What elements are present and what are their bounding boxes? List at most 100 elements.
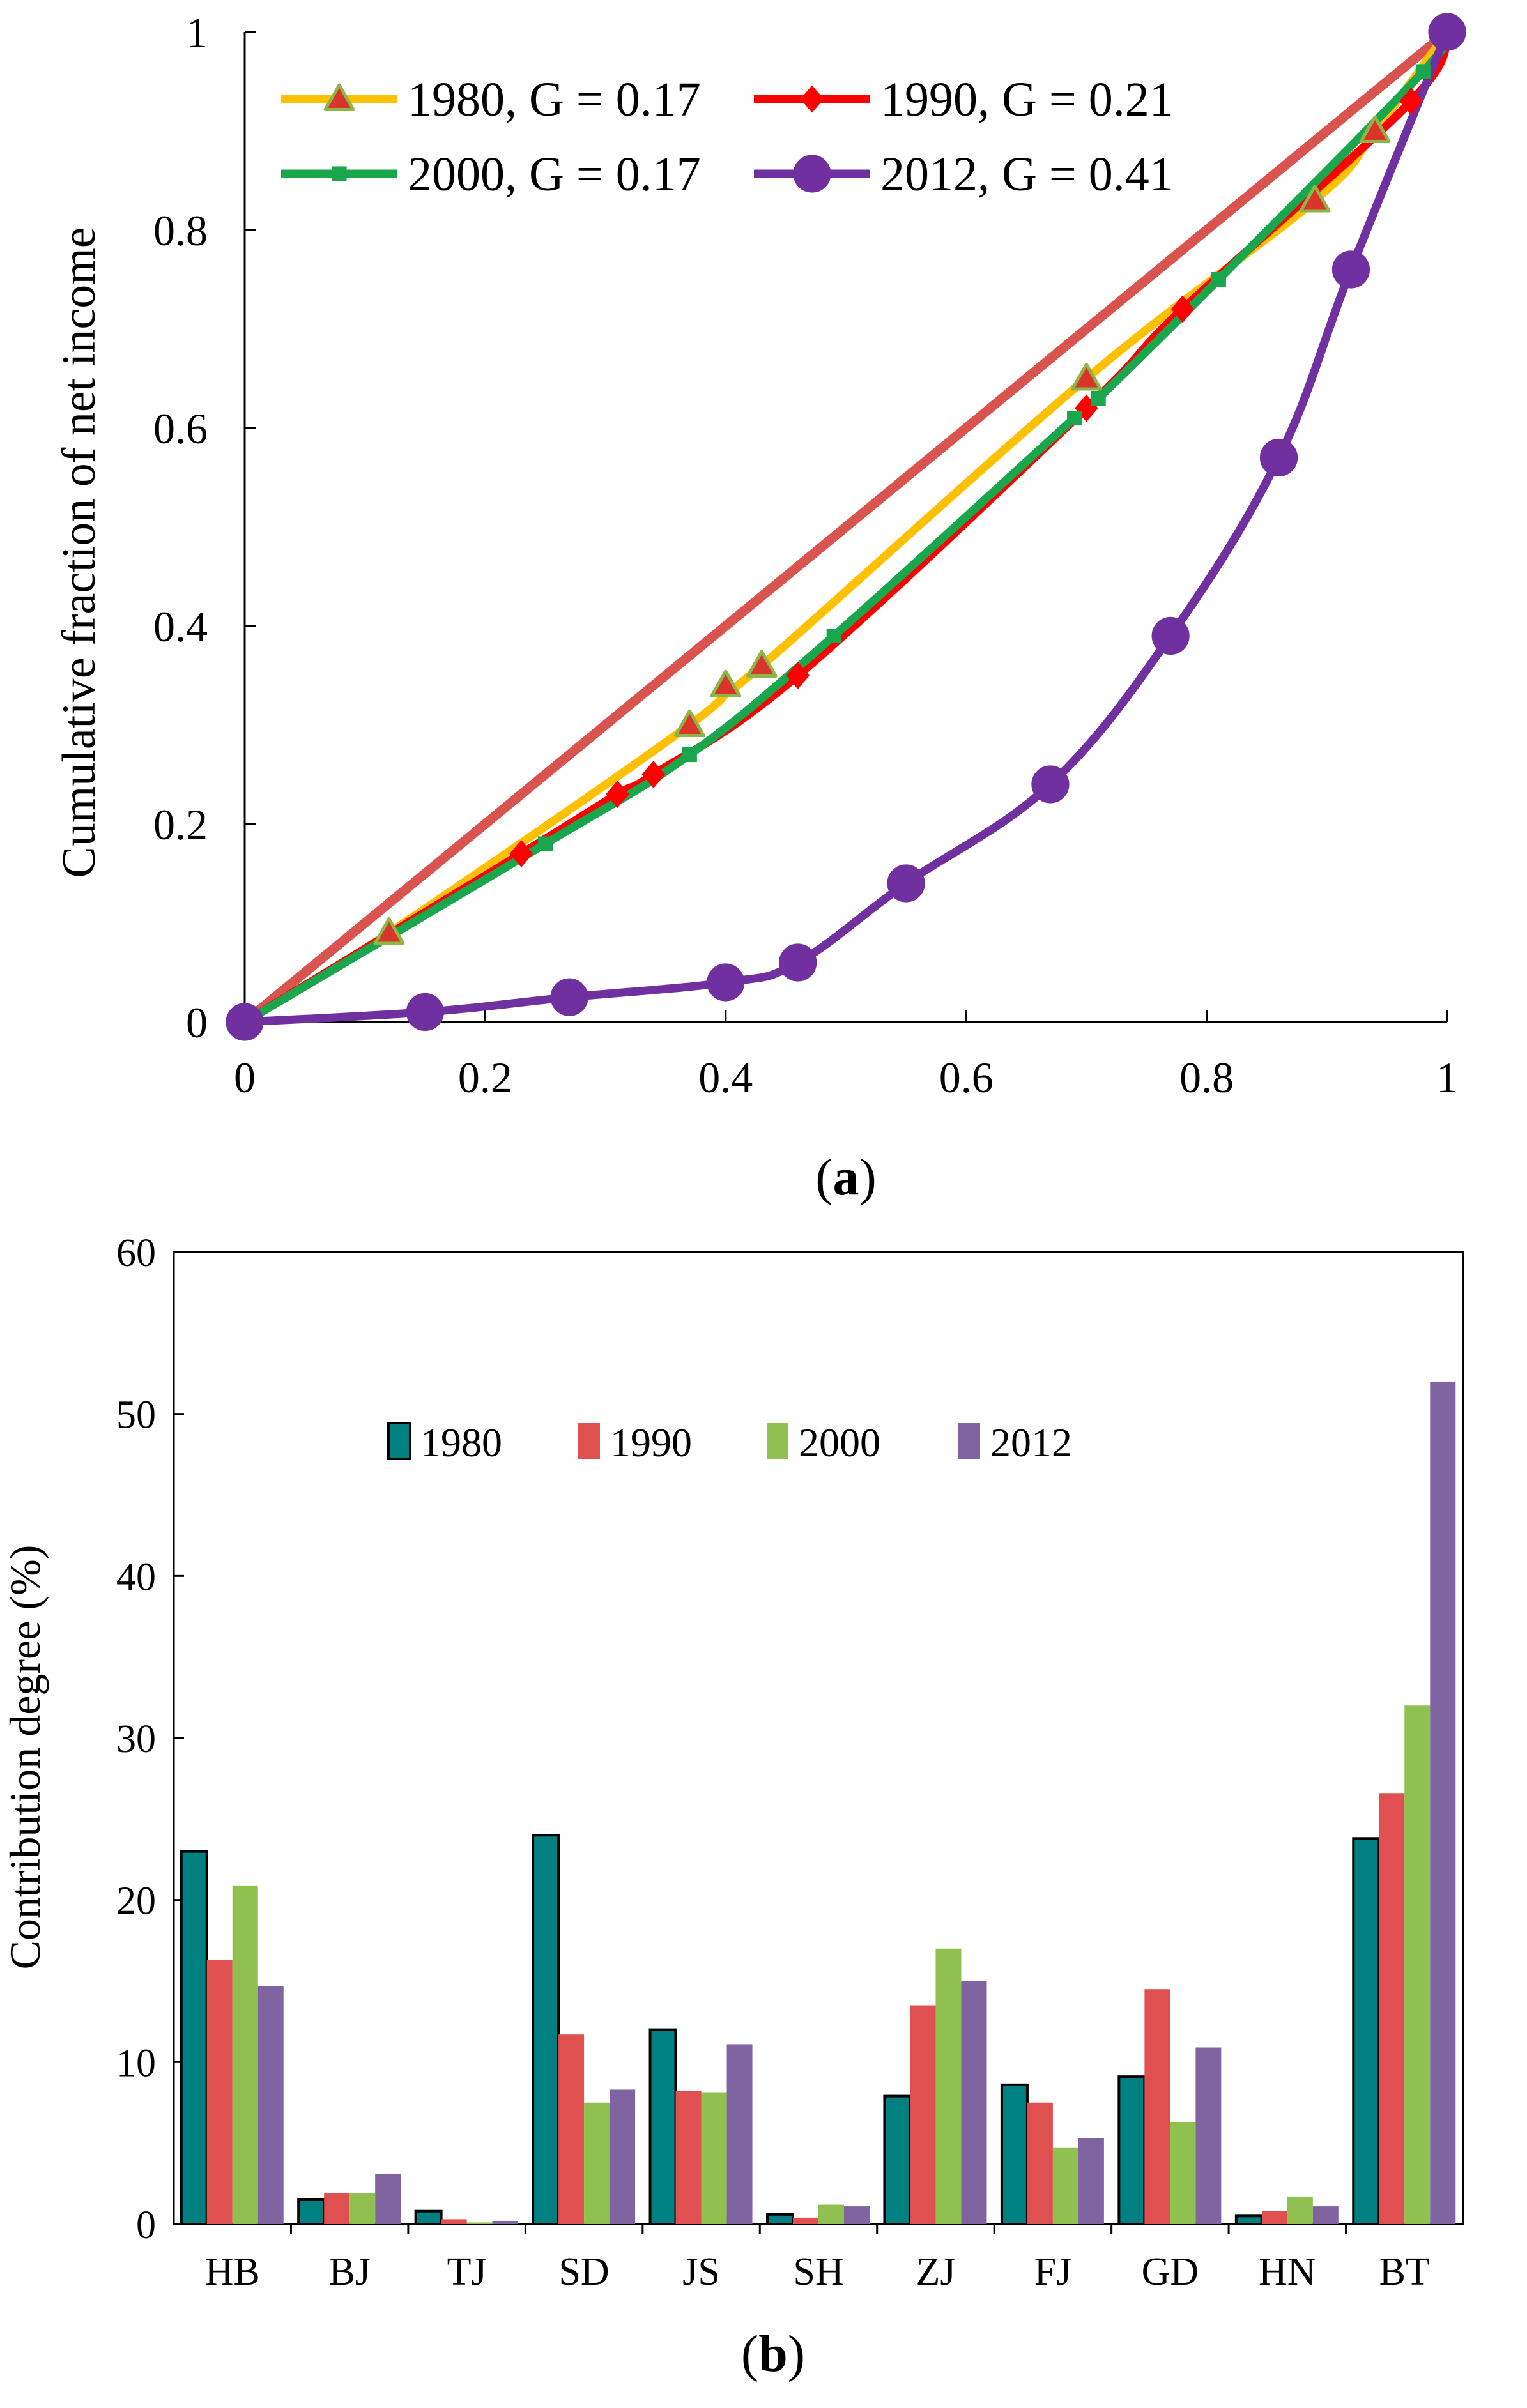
panel-b-bar-chart: 0 10 20 30 40 50 60 HB BJ TJ SD JS SH ZJ FJ GD HN BT 1980… [1, 1231, 1464, 2382]
data-point-triangle [1359, 115, 1391, 143]
bar-1980-HB [180, 1850, 208, 2225]
data-point-diamond [1170, 295, 1195, 323]
legend-label-b: 1990 [610, 1420, 692, 1465]
x-tick-label-b: ZJ [916, 2250, 955, 2294]
bar-1990-FJ [1027, 2102, 1053, 2224]
bar-2012-BT [1430, 1381, 1456, 2224]
panel-label-a-letter: a [833, 1148, 859, 1206]
bar-1990-HN [1261, 2211, 1287, 2224]
bar-1980-HN [1234, 2214, 1263, 2225]
data-point-circle [1428, 13, 1466, 51]
data-point-triangle [1070, 363, 1102, 391]
bar-2000-ZJ [935, 1948, 962, 2224]
bar-1990-SD [558, 2034, 585, 2224]
data-point-diamond [509, 839, 533, 868]
x-tick-label-b: HN [1259, 2250, 1316, 2294]
bar-2012-HB [257, 1986, 284, 2224]
bar-2012-SD [610, 2089, 636, 2224]
y-tick-label-a: 1 [186, 8, 208, 57]
y-tick-label-a: 0.2 [153, 800, 208, 849]
panel-label-b-letter: b [758, 2324, 788, 2382]
bar-2000-FJ [1052, 2147, 1078, 2224]
legend-label-b: 2000 [799, 1420, 880, 1465]
data-point-square [682, 747, 697, 763]
x-tick-label-a: 0 [234, 1053, 256, 1102]
x-tick-label-a: 0.8 [1179, 1053, 1234, 1102]
bar-1990-GD [1144, 1989, 1170, 2224]
data-point-circle [707, 963, 745, 1002]
equality-line [240, 27, 1452, 1027]
bar-1980-SD [532, 1834, 560, 2225]
data-point-diamond [1399, 87, 1423, 116]
bar-2012-JS [726, 2044, 753, 2224]
x-tick-label-b: SH [793, 2250, 843, 2294]
data-point-circle [550, 978, 588, 1016]
bar-1980-BJ [297, 2198, 326, 2225]
bar-2000-GD [1170, 2122, 1196, 2224]
bar-1990-BT [1379, 1793, 1405, 2224]
bar-2012-ZJ [961, 1981, 987, 2224]
x-tick-label-a: 0.2 [458, 1053, 512, 1102]
data-point-circle [779, 943, 817, 982]
x-tick-label-a: 0.4 [698, 1053, 753, 1102]
y-tick-label-a: 0.8 [153, 206, 208, 255]
bar-2012-HN [1312, 2206, 1339, 2224]
data-point-triangle [673, 709, 705, 737]
x-tick-label-b: BJ [328, 2250, 370, 2294]
data-point-diamond [786, 661, 810, 690]
bar-1990-JS [675, 2091, 702, 2224]
legend-swatch-2000 [767, 1423, 788, 1459]
x-tick-label-b: SD [558, 2250, 609, 2294]
legend-swatch-1980 [387, 1422, 411, 1460]
bar-2012-FJ [1078, 2138, 1104, 2224]
bar-2012-GD [1195, 2047, 1222, 2224]
bar-2000-SH [818, 2204, 844, 2224]
y-tick-label-b: 20 [116, 1880, 156, 1923]
bar-1980-FJ [1000, 2083, 1029, 2226]
bar-2000-SD [584, 2102, 610, 2224]
legend-b: 1980 1990 2000 2012 [387, 1420, 1072, 1465]
y-tick-label-b: 30 [116, 1718, 156, 1761]
bar-1980-ZJ [883, 2094, 912, 2225]
bar-2000-HB [232, 1885, 258, 2224]
data-point-square [537, 836, 553, 851]
bar-1980-JS [648, 2028, 677, 2226]
data-point-circle [226, 1003, 264, 1041]
data-point-square [826, 628, 841, 644]
bar-1980-SH [766, 2213, 794, 2226]
bar-1980-BT [1352, 1837, 1381, 2226]
y-tick-label-b: 0 [136, 2204, 156, 2247]
x-tick-label-a: 0.6 [939, 1053, 994, 1102]
y-tick-label-b: 40 [116, 1555, 156, 1599]
legend-label-b: 1980 [420, 1420, 502, 1465]
bar-2000-BT [1404, 1705, 1431, 2224]
data-point-square [1091, 390, 1106, 406]
y-tick-label-a: 0 [186, 998, 208, 1047]
data-point-circle [887, 864, 925, 903]
x-tick-label-b: GD [1142, 2250, 1199, 2294]
bar-1980-GD [1117, 2075, 1146, 2225]
y-tick-label-b: 10 [116, 2041, 156, 2085]
legend-marker-square [332, 166, 347, 181]
y-tick-label-b: 60 [116, 1231, 156, 1275]
series-line-square [240, 27, 1454, 1026]
data-point-circle [406, 993, 444, 1032]
bar-1990-SH [793, 2217, 818, 2224]
bar-2012-BJ [375, 2174, 401, 2224]
y-axis-label-b: Contribution degree (%) [1, 1545, 49, 1970]
data-point-triangle [1299, 185, 1331, 213]
panel-label-a: (a) [815, 1148, 877, 1206]
data-point-diamond [606, 780, 629, 809]
data-point-diamond [641, 760, 666, 789]
data-point-circle [1031, 765, 1070, 804]
y-tick-label-a: 0.4 [153, 602, 208, 651]
data-point-square [1211, 271, 1226, 287]
data-point-triangle [746, 650, 778, 678]
bar-1990-HB [206, 1960, 233, 2224]
data-point-triangle [373, 917, 405, 945]
x-tick-label-a: 1 [1436, 1053, 1458, 1102]
y-axis-label-a: Cumulative fraction of net income [53, 227, 105, 878]
legend-label-a: 2012, G = 0.41 [880, 148, 1174, 201]
x-tick-label-b: JS [682, 2250, 720, 2294]
data-point-square [1067, 410, 1082, 426]
